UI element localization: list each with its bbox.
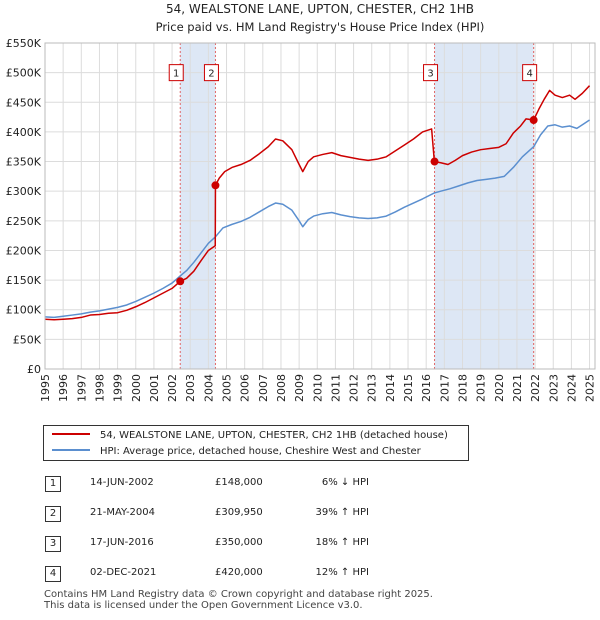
transaction-hpi: 18% ↑ HPI — [315, 537, 369, 548]
transaction-hpi: 6% ↓ HPI — [321, 477, 369, 488]
transaction-marker-box — [203, 64, 219, 82]
table-row: 1 14-JUN-2002 £148,000 6% ↓ HPI — [43, 474, 463, 504]
x-tick-label: 2009 — [293, 374, 306, 402]
transaction-marker: 3 — [45, 536, 61, 552]
y-tick-label: £100K — [6, 304, 42, 317]
property-series-line — [44, 85, 591, 321]
plot-border — [44, 42, 596, 370]
transaction-date: 14-JUN-2002 — [90, 477, 154, 488]
y-tick-label: £350K — [6, 156, 42, 169]
x-tick-label: 2018 — [456, 374, 469, 402]
transaction-hpi: 39% ↑ HPI — [315, 507, 369, 518]
legend-swatch-hpi — [52, 449, 90, 451]
x-tick-label: 1995 — [39, 374, 52, 402]
y-tick-label: £500K — [6, 67, 42, 80]
y-tick-label: £550K — [6, 37, 42, 50]
x-tick-label: 1996 — [57, 374, 70, 402]
transaction-marker-box — [168, 64, 184, 82]
table-row: 4 02-DEC-2021 £420,000 12% ↑ HPI — [43, 564, 463, 594]
transaction-price: £350,000 — [215, 537, 263, 548]
transaction-marker-box — [522, 64, 538, 82]
y-tick-label: £400K — [6, 126, 42, 139]
y-tick-label: £300K — [6, 185, 42, 198]
transaction-point — [529, 116, 538, 125]
transaction-point — [176, 277, 185, 286]
transaction-marker: 1 — [45, 476, 61, 492]
x-tick-label: 2010 — [311, 374, 324, 402]
transaction-price: £420,000 — [215, 567, 263, 578]
chart-subtitle: Price paid vs. HM Land Registry's House … — [156, 20, 485, 34]
x-tick-label: 2017 — [438, 374, 451, 402]
x-tick-label: 2020 — [493, 374, 506, 402]
transactions-table: 1 14-JUN-2002 £148,000 6% ↓ HPI 2 21-MAY… — [43, 474, 463, 594]
chart-title: 54, WEALSTONE LANE, UPTON, CHESTER, CH2 … — [166, 2, 474, 16]
x-tick-label: 1998 — [93, 374, 106, 402]
x-tick-label: 2015 — [402, 374, 415, 402]
x-tick-label: 2004 — [202, 374, 215, 402]
x-tick-label: 2003 — [184, 374, 197, 402]
table-row: 2 21-MAY-2004 £309,950 39% ↑ HPI — [43, 504, 463, 534]
y-tick-label: £450K — [6, 96, 42, 109]
transaction-marker-number: 4 — [526, 69, 532, 80]
x-tick-label: 2011 — [329, 374, 342, 402]
y-tick-label: £50K — [13, 333, 42, 346]
hpi-series-line — [44, 119, 590, 319]
transaction-date: 17-JUN-2016 — [90, 537, 154, 548]
legend: 54, WEALSTONE LANE, UPTON, CHESTER, CH2 … — [43, 425, 469, 461]
shaded-range — [180, 43, 216, 369]
y-tick-label: £250K — [6, 215, 42, 228]
transaction-marker-number: 1 — [173, 69, 179, 80]
x-tick-label: 2024 — [565, 374, 578, 402]
transaction-marker-label: 3 — [423, 64, 439, 82]
x-tick-label: 2001 — [148, 374, 161, 402]
y-tick-label: £200K — [6, 244, 42, 257]
x-tick-label: 1997 — [75, 374, 88, 402]
shaded-range — [434, 43, 534, 369]
transaction-marker-box — [423, 64, 439, 82]
transaction-price: £309,950 — [215, 507, 263, 518]
x-tick-label: 2021 — [511, 374, 524, 402]
transaction-hpi: 12% ↑ HPI — [315, 567, 369, 578]
legend-item-hpi: HPI: Average price, detached house, Ches… — [52, 444, 421, 460]
transaction-point — [430, 157, 439, 166]
transaction-date: 21-MAY-2004 — [90, 507, 156, 518]
x-tick-label: 2019 — [475, 374, 488, 402]
transaction-price: £148,000 — [215, 477, 263, 488]
x-tick-label: 2016 — [420, 374, 433, 402]
transaction-marker-label: 1 — [168, 64, 184, 82]
legend-label-property: 54, WEALSTONE LANE, UPTON, CHESTER, CH2 … — [100, 430, 448, 441]
legend-item-property: 54, WEALSTONE LANE, UPTON, CHESTER, CH2 … — [52, 428, 448, 444]
footer-licence: This data is licensed under the Open Gov… — [44, 600, 363, 611]
x-tick-label: 2022 — [529, 374, 542, 402]
x-tick-label: 2006 — [239, 374, 252, 402]
x-tick-label: 2014 — [384, 374, 397, 402]
transaction-date: 02-DEC-2021 — [90, 567, 157, 578]
price-chart: 54, WEALSTONE LANE, UPTON, CHESTER, CH2 … — [6, 2, 597, 402]
x-tick-label: 2000 — [130, 374, 143, 402]
x-tick-label: 2005 — [221, 374, 234, 402]
transaction-marker: 2 — [45, 506, 61, 522]
footer-copyright: Contains HM Land Registry data © Crown c… — [44, 589, 433, 600]
legend-label-hpi: HPI: Average price, detached house, Ches… — [100, 446, 421, 457]
x-tick-label: 2007 — [257, 374, 270, 402]
x-tick-label: 2023 — [547, 374, 560, 402]
x-tick-label: 2025 — [584, 374, 597, 402]
x-tick-label: 1999 — [112, 374, 125, 402]
transaction-point — [211, 181, 220, 190]
transaction-marker-number: 3 — [427, 69, 433, 80]
transaction-marker-label: 2 — [203, 64, 219, 82]
x-tick-label: 2012 — [348, 374, 361, 402]
footer: Contains HM Land Registry data © Crown c… — [44, 589, 433, 611]
x-tick-label: 2013 — [366, 374, 379, 402]
transaction-marker-label: 4 — [522, 64, 538, 82]
y-tick-label: £0 — [27, 363, 41, 376]
table-row: 3 17-JUN-2016 £350,000 18% ↑ HPI — [43, 534, 463, 564]
y-tick-label: £150K — [6, 274, 42, 287]
legend-swatch-property — [52, 433, 90, 435]
transaction-marker-number: 2 — [208, 69, 214, 80]
transaction-marker: 4 — [45, 566, 61, 582]
x-tick-label: 2002 — [166, 374, 179, 402]
x-tick-label: 2008 — [275, 374, 288, 402]
